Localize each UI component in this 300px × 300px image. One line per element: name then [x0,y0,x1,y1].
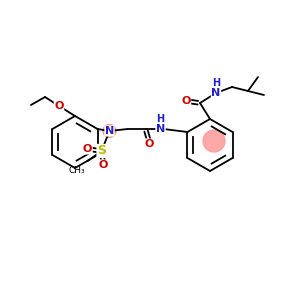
Text: S: S [97,145,106,158]
Text: N: N [156,124,165,134]
Text: O: O [181,96,191,106]
Circle shape [203,130,225,152]
Text: N: N [105,126,114,136]
Circle shape [103,124,116,137]
Text: O: O [83,144,92,154]
Text: H: H [212,78,220,88]
Text: H: H [157,114,165,124]
Text: O: O [145,139,154,149]
Circle shape [96,146,107,157]
Text: O: O [54,101,64,111]
Text: N: N [212,88,220,98]
Text: O: O [99,160,108,170]
Text: CH₃: CH₃ [69,166,85,175]
